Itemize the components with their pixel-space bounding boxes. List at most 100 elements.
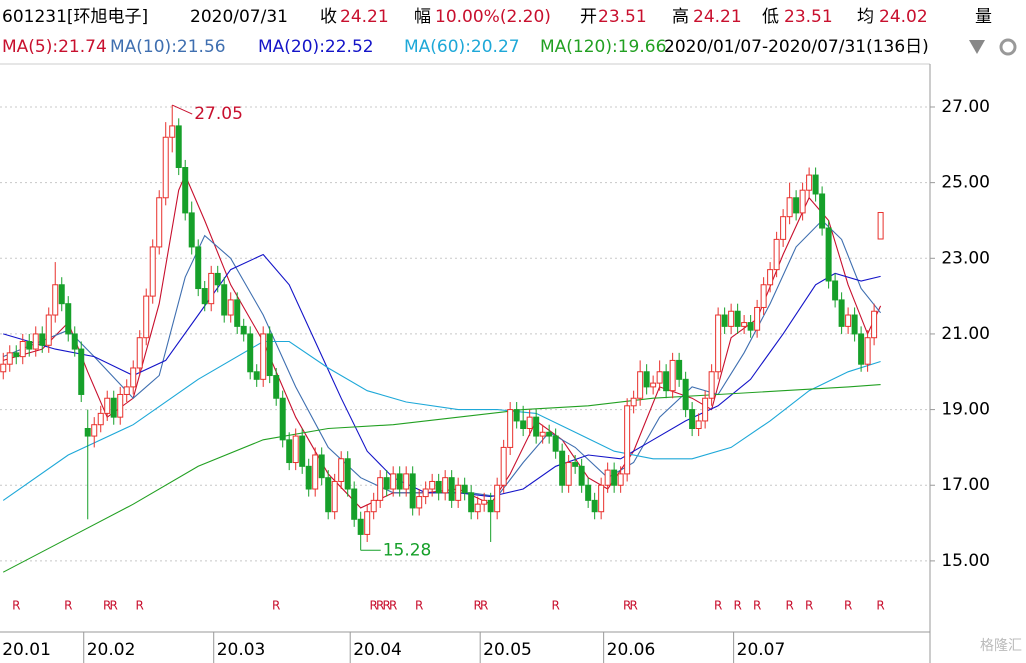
candle-body bbox=[442, 477, 449, 494]
candle-body bbox=[370, 499, 377, 513]
candle bbox=[286, 432, 293, 471]
candle-body bbox=[832, 280, 839, 301]
candle-body bbox=[481, 499, 488, 505]
candle-body bbox=[474, 503, 481, 513]
candle-body bbox=[864, 337, 871, 365]
candle bbox=[578, 458, 585, 493]
y-tick-label: 19.00 bbox=[941, 400, 990, 420]
candle-body bbox=[793, 197, 800, 214]
candle-body bbox=[695, 420, 702, 430]
candle bbox=[520, 405, 527, 437]
quote-value: 24.21 bbox=[340, 7, 389, 27]
legend-entry: MA(5):21.74 bbox=[2, 37, 107, 57]
candle-body bbox=[468, 492, 475, 513]
candle-body bbox=[416, 496, 423, 509]
x-tick-label: 20.07 bbox=[737, 640, 786, 660]
candle-body bbox=[858, 333, 865, 365]
candle bbox=[110, 390, 117, 425]
candle-body bbox=[663, 371, 670, 392]
annotation-label: 27.05 bbox=[194, 104, 243, 124]
candle-body bbox=[715, 314, 722, 373]
annotation-leader bbox=[172, 104, 193, 115]
candle-body bbox=[396, 473, 403, 490]
candle bbox=[721, 307, 728, 334]
dropdown-icon[interactable] bbox=[969, 40, 985, 54]
candle-body bbox=[0, 363, 7, 373]
candle bbox=[728, 303, 735, 334]
x-tick-label: 20.04 bbox=[353, 640, 402, 660]
quote-label: 均 bbox=[857, 7, 874, 27]
candle-body bbox=[214, 272, 221, 286]
r-marker: R bbox=[785, 599, 793, 613]
candle bbox=[877, 212, 884, 240]
y-tick-label: 25.00 bbox=[941, 173, 990, 193]
candle bbox=[169, 105, 176, 153]
candle bbox=[513, 402, 520, 429]
candle bbox=[292, 428, 299, 471]
candle bbox=[754, 299, 761, 338]
candle bbox=[409, 466, 416, 516]
candle-body bbox=[104, 397, 111, 414]
candle-body bbox=[708, 371, 715, 399]
candle-body bbox=[669, 359, 676, 392]
r-marker: R bbox=[110, 599, 118, 613]
candle bbox=[442, 470, 449, 501]
candle-body bbox=[585, 484, 592, 501]
candle-body bbox=[533, 416, 540, 437]
candle bbox=[689, 402, 696, 437]
candle-body bbox=[78, 348, 85, 395]
r-marker: R bbox=[714, 599, 722, 613]
candle-body bbox=[611, 469, 618, 486]
legend-entry: MA(120):19.66 bbox=[540, 37, 666, 57]
candle-body bbox=[409, 473, 416, 509]
candle-body bbox=[591, 499, 598, 513]
candle bbox=[429, 473, 436, 497]
candle bbox=[364, 504, 371, 542]
candle-body bbox=[578, 465, 585, 486]
candle-body bbox=[747, 322, 754, 331]
candle bbox=[656, 360, 663, 391]
r-marker: R bbox=[753, 599, 761, 613]
candle bbox=[130, 360, 137, 395]
y-tick-label: 27.00 bbox=[941, 97, 990, 117]
candle-body bbox=[162, 136, 169, 199]
candle bbox=[338, 451, 345, 490]
candle bbox=[97, 405, 104, 433]
quote-label: 低 bbox=[762, 7, 779, 27]
candle bbox=[630, 390, 637, 414]
candle bbox=[91, 417, 98, 448]
candle-body bbox=[279, 397, 286, 441]
candle bbox=[422, 481, 429, 505]
r-marker: R bbox=[551, 599, 559, 613]
r-marker: R bbox=[844, 599, 852, 613]
x-tick-label: 20.01 bbox=[2, 640, 51, 660]
candle bbox=[598, 477, 605, 520]
candle-body bbox=[357, 518, 364, 535]
candle bbox=[0, 352, 7, 380]
candle-body bbox=[65, 303, 72, 335]
candle bbox=[123, 379, 130, 403]
candle bbox=[793, 190, 800, 221]
candle-body bbox=[45, 314, 52, 346]
candle bbox=[494, 477, 501, 520]
r-marker: R bbox=[733, 599, 741, 613]
settings-icon[interactable] bbox=[999, 38, 1017, 56]
candle-body bbox=[643, 371, 650, 388]
candle bbox=[708, 364, 715, 406]
candle-body bbox=[767, 269, 774, 286]
candle bbox=[279, 390, 286, 448]
candle bbox=[344, 451, 351, 497]
candle-body bbox=[318, 454, 325, 479]
candle-body bbox=[461, 484, 468, 494]
r-marker: R bbox=[376, 599, 384, 613]
candle bbox=[611, 462, 618, 493]
candle-body bbox=[143, 295, 150, 339]
candle bbox=[637, 360, 644, 406]
candle-body bbox=[526, 416, 533, 430]
ma-line bbox=[2, 384, 881, 573]
y-tick-label: 23.00 bbox=[941, 248, 990, 268]
x-tick-label: 20.05 bbox=[483, 640, 532, 660]
candle-body bbox=[201, 288, 208, 305]
quote-label: 收 bbox=[320, 7, 337, 27]
candle bbox=[734, 303, 741, 334]
